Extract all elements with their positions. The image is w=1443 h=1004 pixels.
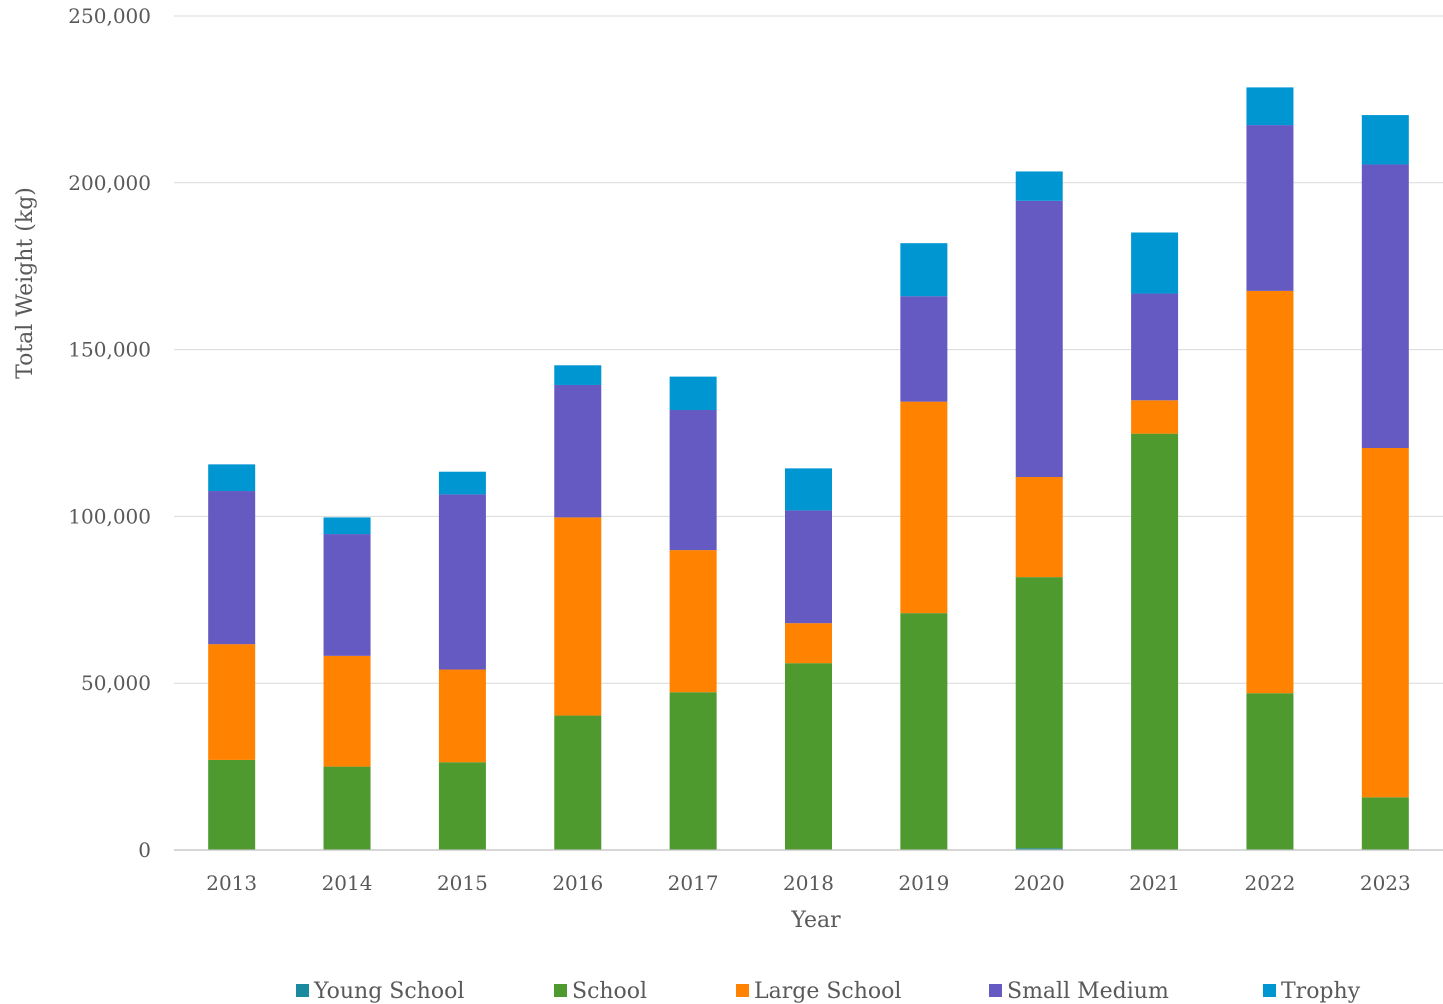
bar-segment bbox=[785, 663, 832, 850]
bar-segment bbox=[900, 613, 948, 850]
legend-label: Trophy bbox=[1281, 979, 1361, 1004]
bar-segment bbox=[1015, 200, 1063, 478]
bar-segment bbox=[900, 296, 948, 402]
gridlines bbox=[174, 15, 1443, 684]
x-tick-label: 2015 bbox=[437, 871, 488, 895]
bar-segment bbox=[900, 243, 948, 297]
x-tick-label: 2021 bbox=[1129, 871, 1180, 895]
legend-label: School bbox=[572, 979, 647, 1004]
y-tick-label: 200,000 bbox=[68, 171, 151, 195]
bar-segment bbox=[1361, 448, 1409, 798]
bar-segment bbox=[1131, 293, 1179, 401]
y-axis-title: Total Weight (kg) bbox=[13, 187, 38, 379]
bar-segment bbox=[438, 762, 486, 850]
y-tick-label: 50,000 bbox=[81, 671, 151, 695]
legend-swatch bbox=[1263, 984, 1276, 997]
legend-swatch bbox=[736, 984, 749, 997]
axes: 0 50,000 100,000 150,000 200,000 250,000 2013 2… bbox=[68, 4, 1443, 895]
bar-segment bbox=[669, 376, 717, 410]
bar-segment bbox=[1361, 797, 1409, 850]
x-tick-label: 2013 bbox=[206, 871, 257, 895]
bar-segment bbox=[208, 759, 256, 850]
bar-segment bbox=[1131, 400, 1179, 434]
bar-segment bbox=[323, 766, 371, 850]
bar-segment bbox=[554, 384, 602, 518]
bar-segment bbox=[1246, 87, 1294, 126]
bar-segment bbox=[323, 517, 371, 535]
bar-segment bbox=[208, 644, 256, 760]
y-tick-label: 0 bbox=[138, 838, 151, 862]
bar-segment bbox=[669, 409, 717, 551]
bars bbox=[208, 87, 1409, 850]
bar-segment bbox=[1246, 693, 1294, 850]
legend-label: Young School bbox=[313, 979, 464, 1004]
bar-segment bbox=[669, 550, 717, 693]
bar-segment bbox=[1015, 848, 1063, 850]
bar-segment bbox=[1246, 290, 1294, 694]
legend-label: Large School bbox=[754, 979, 901, 1004]
x-tick-label: 2022 bbox=[1245, 871, 1296, 895]
legend: Young School School Large School Small Medi… bbox=[296, 979, 1361, 1004]
y-tick-label: 100,000 bbox=[68, 504, 151, 528]
bar-segment bbox=[323, 534, 371, 656]
bar-segment bbox=[438, 471, 486, 495]
bar-segment bbox=[900, 401, 948, 614]
legend-label: Small Medium bbox=[1007, 979, 1169, 1004]
x-tick-label: 2023 bbox=[1360, 871, 1411, 895]
bar-segment bbox=[785, 468, 832, 511]
bar-segment bbox=[785, 623, 832, 664]
bar-segment bbox=[1131, 433, 1179, 850]
bar-segment bbox=[1246, 125, 1294, 291]
x-axis-title: Year bbox=[790, 908, 841, 933]
x-tick-label: 2018 bbox=[783, 871, 834, 895]
legend-swatch bbox=[554, 984, 567, 997]
bar-segment bbox=[1015, 171, 1063, 201]
bar-segment bbox=[438, 494, 486, 670]
legend-swatch bbox=[296, 984, 309, 997]
x-tick-label: 2020 bbox=[1014, 871, 1065, 895]
bar-segment bbox=[1015, 477, 1063, 578]
bar-segment bbox=[208, 491, 256, 645]
x-tick-label: 2014 bbox=[322, 871, 373, 895]
bar-segment bbox=[554, 517, 602, 716]
bar-segment bbox=[554, 715, 602, 850]
bar-segment bbox=[554, 365, 602, 385]
bar-segment bbox=[669, 692, 717, 850]
x-tick-label: 2017 bbox=[668, 871, 719, 895]
y-tick-label: 150,000 bbox=[68, 338, 151, 362]
legend-swatch bbox=[989, 984, 1002, 997]
bar-segment bbox=[1015, 577, 1063, 849]
x-tick-label: 2016 bbox=[552, 871, 603, 895]
y-tick-label: 250,000 bbox=[68, 4, 151, 28]
x-tick-label: 2019 bbox=[898, 871, 949, 895]
bar-segment bbox=[1131, 232, 1179, 294]
bar-segment bbox=[323, 655, 371, 767]
bar-segment bbox=[1361, 164, 1409, 449]
bar-segment bbox=[438, 669, 486, 763]
bar-segment bbox=[1361, 115, 1409, 165]
bar-segment bbox=[208, 464, 256, 492]
bar-segment bbox=[785, 510, 832, 624]
